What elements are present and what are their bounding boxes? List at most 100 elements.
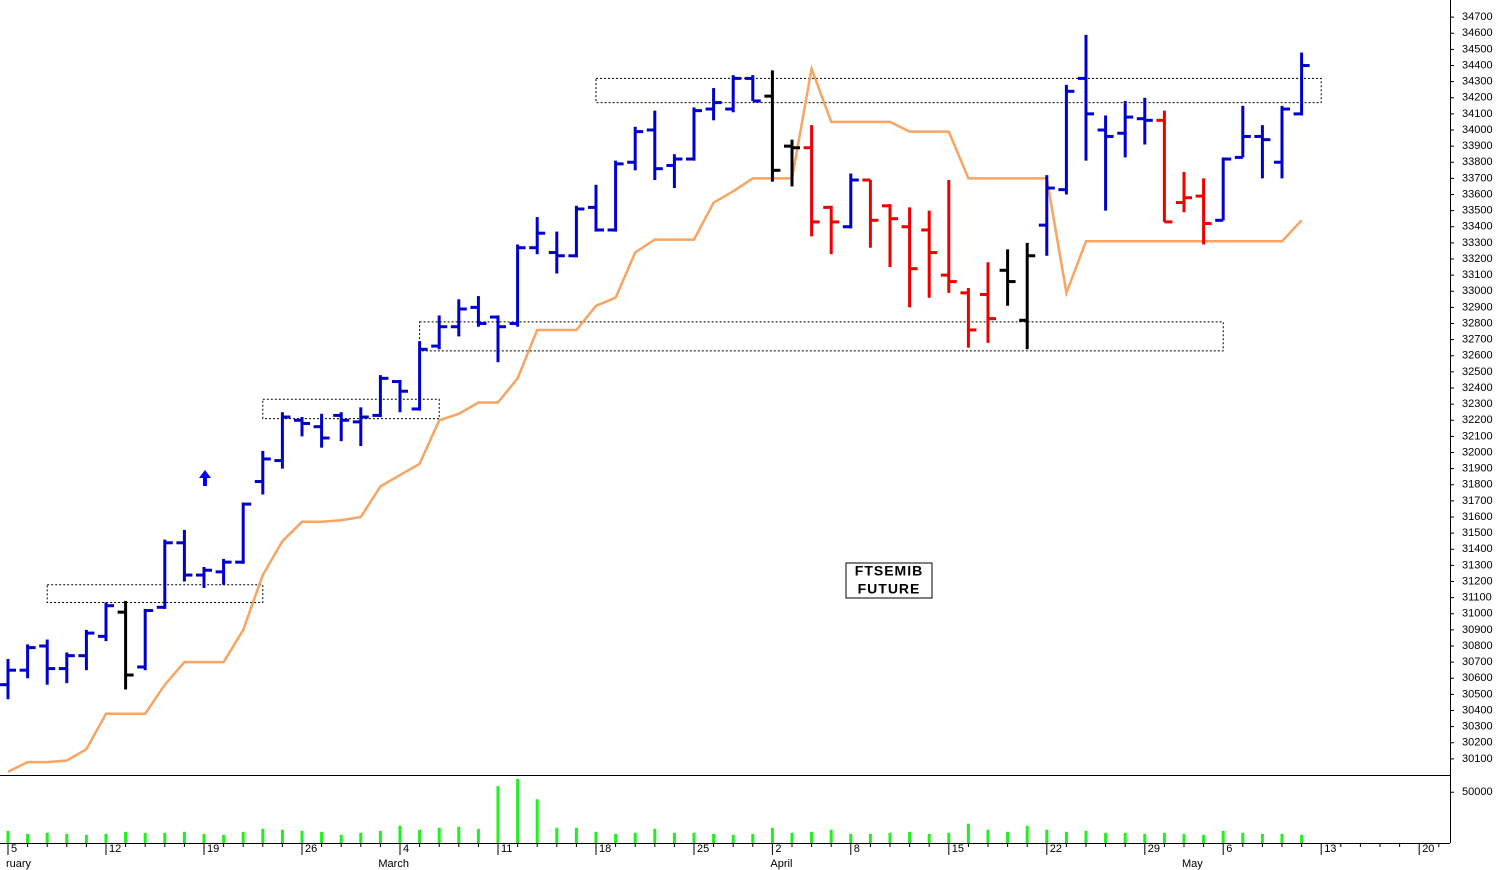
y-tick-label: 33900 [1462, 140, 1493, 152]
ohlc-bar [1136, 97, 1153, 145]
x-tick-label: 25 [697, 843, 709, 855]
ohlc-bar [333, 412, 350, 442]
x-tick-label: 19 [207, 843, 219, 855]
y-tick-label: 30800 [1462, 640, 1493, 652]
ohlc-bar [784, 139, 800, 187]
ohlc-bar [803, 125, 820, 237]
y-tick-label: 34000 [1462, 124, 1493, 136]
y-tick-label: 31800 [1462, 479, 1493, 491]
y-tick-label: 32000 [1462, 446, 1493, 458]
y-tick-label: 33000 [1462, 285, 1493, 297]
ohlc-bar [294, 417, 310, 437]
ohlc-bar [215, 558, 232, 585]
y-tick-label: 31000 [1462, 608, 1493, 620]
x-tick-label: 20 [1422, 843, 1434, 855]
ohlc-bar [58, 652, 75, 684]
ohlc-bar [313, 413, 330, 448]
y-tick-label: 33500 [1462, 205, 1493, 217]
ohlc-bar [940, 179, 957, 293]
x-tick-label: 29 [1148, 843, 1160, 855]
y-tick-label: 32800 [1462, 317, 1493, 329]
ohlc-bar [725, 75, 742, 113]
y-tick-label: 30700 [1462, 656, 1493, 668]
ohlc-bar [980, 262, 996, 343]
label-line: FUTURE [858, 581, 921, 597]
ohlc-bar [1156, 110, 1173, 224]
y-tick-label: 34500 [1462, 43, 1493, 55]
ohlc-bar [960, 288, 977, 348]
y-tick-label: 33600 [1462, 188, 1493, 200]
y-tick-label: 31400 [1462, 543, 1493, 555]
y-tick-label: 34600 [1462, 27, 1493, 39]
ohlc-bar [686, 107, 702, 161]
y-tick-label: 33200 [1462, 253, 1493, 265]
ohlc-bar [1215, 157, 1232, 222]
ohlc-bar [431, 315, 448, 350]
month-label: May [1182, 858, 1203, 870]
ohlc-bar [568, 205, 585, 258]
ohlc-bar [176, 529, 193, 582]
ohlc-bar [450, 299, 467, 337]
month-label: ruary [6, 858, 32, 870]
ohlc-bar [1254, 125, 1271, 179]
y-tick-label: 34400 [1462, 59, 1493, 71]
x-tick-label: 13 [1324, 843, 1336, 855]
ohlc-bar [1097, 115, 1114, 211]
y-tick-label: 31700 [1462, 495, 1493, 507]
label-box: FTSEMIB FUTURE [845, 562, 933, 599]
y-tick-label: 33100 [1462, 269, 1493, 281]
y-tick-label: 34300 [1462, 76, 1493, 88]
ohlc-bar [1117, 100, 1134, 158]
y-tick-label: 30400 [1462, 704, 1493, 716]
ohlc-bar [1176, 171, 1192, 213]
zone [262, 398, 440, 420]
ohlc-bar [666, 154, 683, 189]
ohlc-bar [352, 407, 369, 447]
y-tick-label: 32700 [1462, 334, 1493, 346]
ohlc-bar [842, 173, 859, 229]
ohlc-bar [1293, 52, 1310, 116]
y-tick-label: 31900 [1462, 463, 1493, 475]
ohlc-bar [274, 412, 291, 469]
ohlc-bar [372, 375, 389, 418]
y-tick-label: 32600 [1462, 350, 1493, 362]
ohlc-bar [1274, 105, 1290, 179]
ohlc-bar [529, 217, 546, 255]
volume-y-tick-label: 50000 [1462, 786, 1493, 798]
ohlc-bar [882, 204, 898, 268]
label-line: FTSEMIB [855, 563, 923, 579]
indicator-line [7, 63, 1303, 773]
ohlc-bar [39, 639, 56, 685]
y-tick-label: 32100 [1462, 430, 1493, 442]
y-tick-label: 34100 [1462, 108, 1493, 120]
y-tick-label: 30900 [1462, 624, 1493, 636]
zone [595, 77, 1322, 104]
ohlc-bar [196, 566, 212, 588]
ohlc-bar [235, 502, 252, 564]
x-tick-label: 26 [305, 843, 317, 855]
ohlc-bar [548, 231, 565, 274]
y-tick-label: 30300 [1462, 721, 1493, 733]
ohlc-bar [1234, 105, 1251, 159]
x-tick-label: 22 [1050, 843, 1062, 855]
ohlc-bar [490, 315, 506, 363]
x-tick-label: 5 [11, 843, 17, 855]
ohlc-bar [156, 539, 173, 609]
y-tick-label: 30500 [1462, 688, 1493, 700]
y-tick-label: 31600 [1462, 511, 1493, 523]
month-label: March [378, 858, 409, 870]
y-tick-label: 34200 [1462, 92, 1493, 104]
ohlc-bar [1038, 175, 1055, 256]
month-label: April [770, 858, 792, 870]
x-tick-label: 4 [403, 843, 409, 855]
x-tick-label: 11 [501, 843, 512, 855]
y-tick-label: 30600 [1462, 672, 1493, 684]
y-tick-label: 32400 [1462, 382, 1493, 394]
x-tick-label: 2 [775, 843, 781, 855]
signal-arrow [199, 470, 211, 486]
y-tick-label: 32200 [1462, 414, 1493, 426]
y-tick-label: 31300 [1462, 559, 1493, 571]
ohlc-bar [921, 210, 938, 298]
